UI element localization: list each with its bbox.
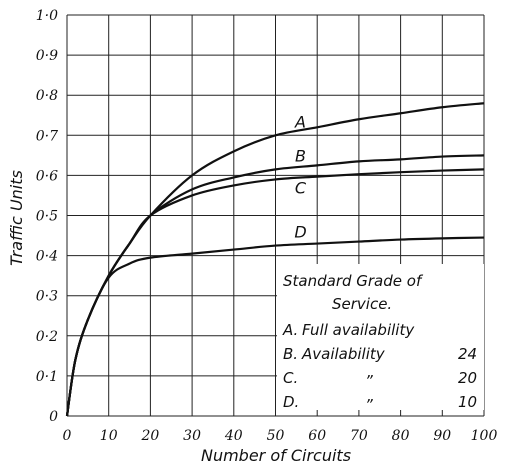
y-tick-label: 0·2: [36, 329, 58, 345]
x-tick-label: 70: [350, 428, 368, 444]
curve-label-b: B: [295, 146, 306, 165]
x-tick-label: 80: [392, 428, 410, 444]
y-tick-label: 0·7: [36, 128, 58, 144]
legend-background: [277, 264, 484, 410]
y-tick-label: 0: [49, 409, 58, 425]
x-tick-labels: 0 10 20 30 40 50 60 70 80 90 100: [63, 428, 498, 444]
legend-row-b-key: B.: [283, 345, 298, 363]
legend-title-line-2: Service.: [332, 295, 392, 313]
legend-row-b-label: Availability: [301, 345, 386, 363]
curve-label-a: A: [294, 112, 306, 131]
series-line-d: [65, 236, 485, 417]
y-tick-label: 0·9: [36, 48, 58, 64]
x-axis-title: Number of Circuits: [201, 446, 351, 465]
legend-row-c-label: ”: [365, 372, 373, 390]
legend: Standard Grade of Service. A. Full avail…: [277, 264, 484, 414]
legend-row-d-key: D.: [283, 393, 299, 411]
curve-labels: ABC D: [294, 112, 307, 241]
legend-row-b-value: 24: [458, 345, 477, 363]
legend-row-d-value: 10: [458, 393, 477, 411]
x-tick-label: 20: [140, 428, 159, 444]
x-tick-label: 0: [63, 428, 72, 444]
x-tick-label: 100: [471, 428, 498, 444]
y-tick-label: 1·0: [36, 8, 58, 24]
curve-label-c: C: [295, 178, 307, 197]
y-tick-label: 0·6: [36, 168, 58, 184]
y-tick-label: 0·1: [36, 369, 58, 385]
x-tick-label: 40: [224, 428, 243, 444]
legend-row-c-key: C.: [283, 369, 298, 387]
y-tick-labels: 0 0·1 0·2 0·3 0·4 0·5 0·6 0·7 0·8 0·9 1·0: [36, 8, 58, 425]
x-tick-label: 10: [100, 428, 118, 444]
x-tick-label: 30: [183, 428, 201, 444]
y-tick-label: 0·8: [36, 88, 58, 104]
legend-row-d-label: ”: [365, 396, 373, 414]
curves: [65, 102, 485, 417]
curve-label-d: D: [294, 223, 306, 242]
x-tick-label: 90: [433, 428, 451, 444]
y-tick-label: 0·5: [36, 209, 58, 225]
legend-row-c-value: 20: [458, 369, 477, 387]
y-axis-title: Traffic Units: [7, 170, 26, 266]
legend-row-a-label: Full availability: [302, 321, 415, 339]
legend-title-line-1: Standard Grade of: [283, 272, 424, 290]
y-tick-label: 0·3: [36, 289, 58, 305]
legend-row-a-key: A.: [282, 321, 298, 339]
x-tick-label: 60: [308, 428, 326, 444]
x-tick-label: 50: [267, 428, 285, 444]
y-tick-label: 0·4: [36, 249, 58, 265]
